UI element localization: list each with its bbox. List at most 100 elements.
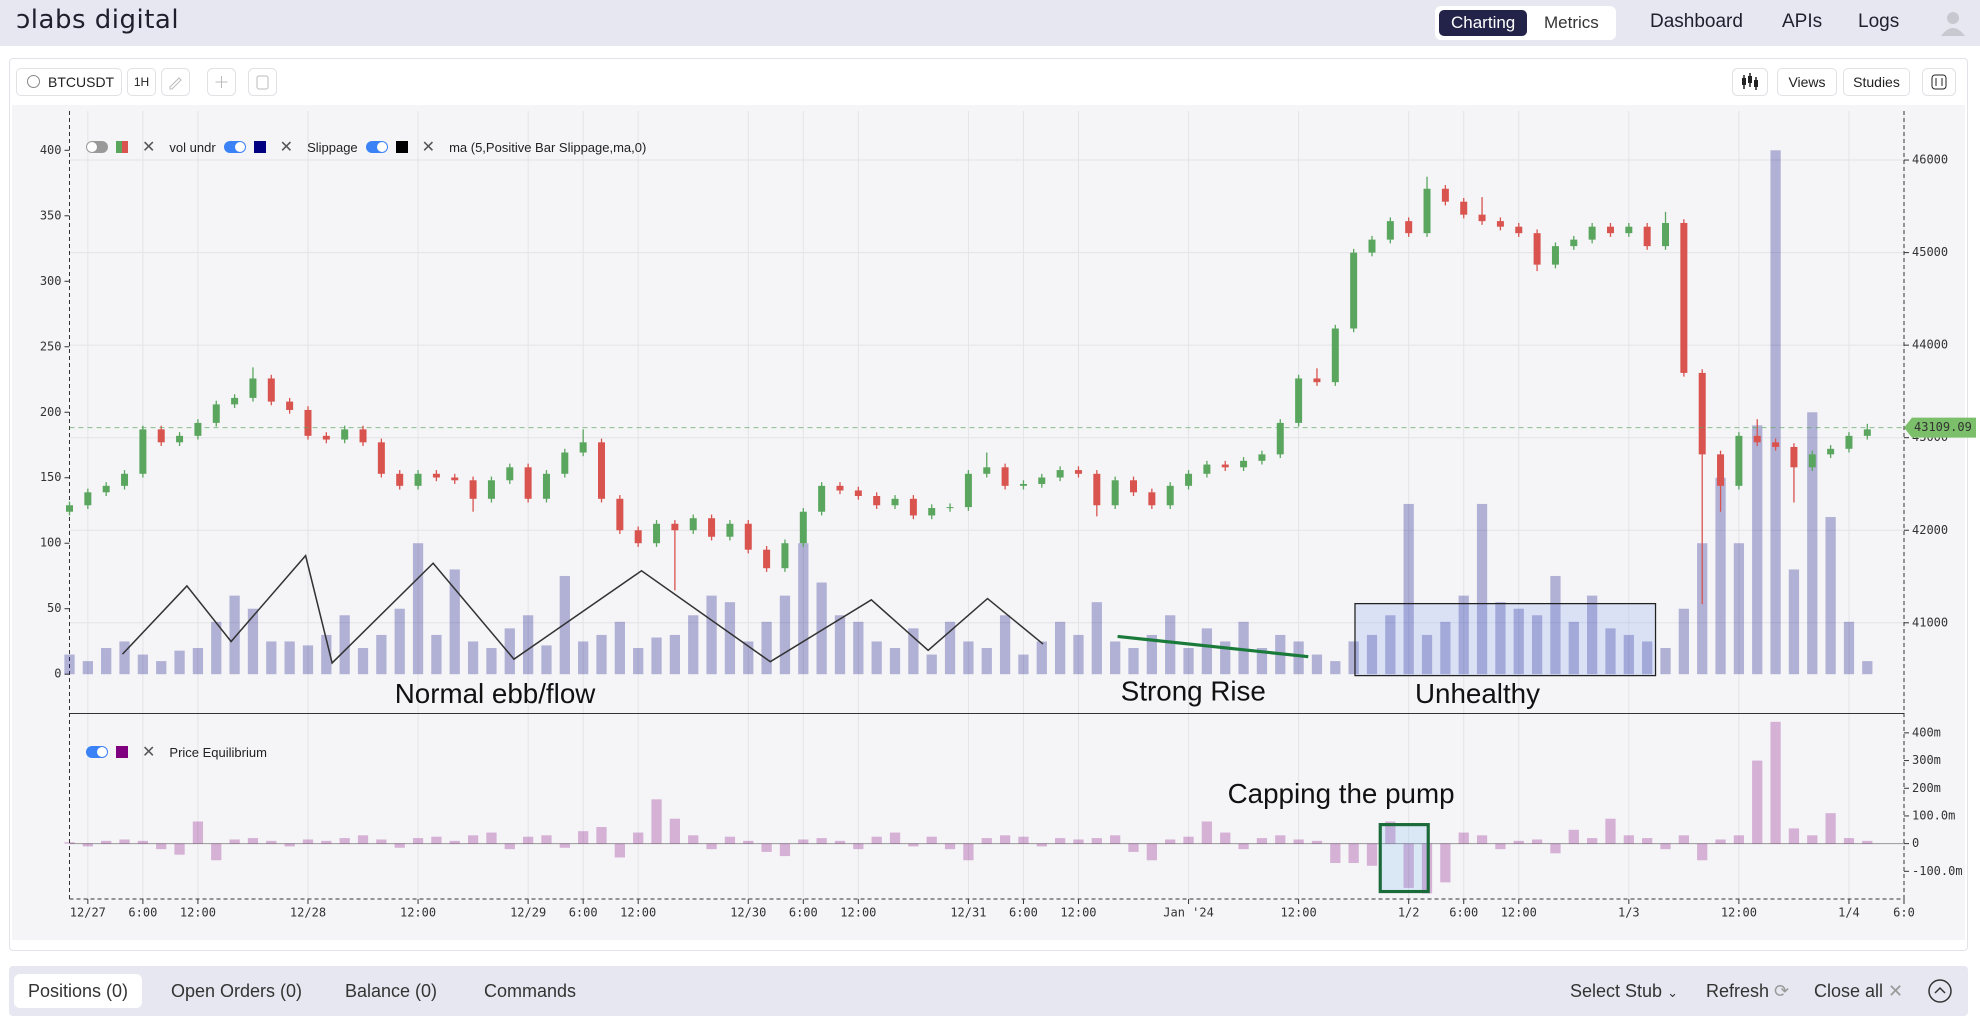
remove-icon[interactable]: ✕ [421,139,436,156]
clipboard-button[interactable] [248,68,277,96]
equilibrium-bar [798,839,809,844]
volume-bar [871,641,882,675]
nav-link[interactable]: Dashboard [1650,11,1743,32]
volume-bar [1550,575,1561,675]
equilibrium-bar [321,840,332,844]
candle-body [1680,222,1688,373]
remove-icon[interactable]: ✕ [279,139,294,156]
equilibrium-bar [412,838,424,844]
equilibrium-bar [963,843,974,861]
x-tick-label: 12:00 [1060,906,1096,920]
equilibrium-bar [1495,843,1506,850]
equilibrium-bar [522,836,534,844]
equilibrium-bar [578,831,589,844]
user-icon[interactable] [1938,8,1968,38]
volume-bar [1678,608,1689,675]
annotations: Normal ebb/flow Strong Rise Unhealthy Ca… [121,554,1657,894]
volume-bar [1531,615,1543,675]
candle-body [359,429,367,443]
close-all[interactable]: Close all ✕ [1814,981,1903,1002]
highlight-box [1378,823,1430,894]
candle-type-button[interactable] [1732,68,1768,96]
equilibrium-bar [541,835,552,844]
refresh[interactable]: Refresh ⟳ [1706,981,1789,1002]
lower-tick-label: 400m [1912,725,1941,739]
candle-body [1093,473,1101,506]
volume-bar [1752,425,1763,675]
volume-bar [981,648,992,675]
tab-charting[interactable]: Charting [1439,10,1528,36]
candle-body [671,523,679,531]
volume-bar [1220,641,1231,675]
volume-bar [853,621,864,675]
candle-body [1221,464,1229,468]
x-tick-label: 6:00 [569,906,598,920]
volume-bar [1421,634,1433,675]
candle-body [102,485,110,493]
studies-button[interactable]: Studies [1843,68,1910,96]
equilibrium-bar [174,843,185,855]
logo[interactable]: ↄlabs digital [16,5,180,35]
candle-body [1056,470,1064,478]
equilibrium-bar [1843,838,1855,844]
equilibrium-bar [1146,843,1157,861]
candle-body [506,467,514,481]
volume-bar [82,661,93,675]
equilibrium-bar [339,838,350,844]
toggle[interactable] [86,746,108,758]
equilibrium-bar [449,840,460,844]
candle-body [121,473,129,486]
search-icon [27,75,40,88]
x-tick-label: 6:00 [1449,906,1478,920]
candle-body [1827,448,1835,455]
settings-button[interactable] [1922,68,1956,96]
remove-icon[interactable]: ✕ [142,139,156,156]
candle-body [1185,473,1193,486]
collapse-button[interactable] [1927,978,1953,1004]
symbol-search[interactable]: BTCUSDT [16,68,122,96]
equilibrium-bar [1770,721,1781,844]
equilibrium-bar [816,838,827,844]
equilibrium-bar [467,835,479,844]
y-tick-label: 250 [40,339,62,353]
nav-link[interactable]: Logs [1858,11,1900,32]
volume-bar [1586,595,1598,675]
bottom-tab[interactable]: Balance (0) [345,981,438,1001]
annotation: Normal ebb/flow [395,678,597,709]
volume-bar [1623,634,1634,675]
volume-bar [321,634,332,675]
equilibrium-bar [376,839,387,844]
toggle[interactable] [365,141,388,153]
remove-icon[interactable]: ✕ [142,744,156,761]
select-stub[interactable]: Select Stub ⌄ [1570,981,1678,1002]
chart-background [12,105,1965,940]
toggle[interactable] [86,141,108,153]
x-tick-label: 12:00 [620,906,656,920]
lower-legend: ✕ Price Equilibrium [86,742,267,762]
volume-bar [706,595,717,675]
bottom-tab[interactable]: Open Orders (0) [171,981,303,1001]
candle-body [946,507,954,509]
refresh-icon: ⟳ [1774,981,1790,1001]
equilibrium-bar [1165,839,1176,844]
bottom-tab[interactable]: Commands [484,981,577,1001]
tab-metrics[interactable]: Metrics [1544,13,1599,32]
candle-body [928,508,936,516]
trend-line [1117,634,1309,659]
bottom-tab[interactable]: Positions (0) [14,974,143,1008]
views-button[interactable]: Views [1777,68,1837,96]
candle-body [249,378,257,398]
interval-button[interactable]: 1H [127,68,156,96]
legend-label: Slippage [307,139,358,155]
candle-body [377,442,385,474]
equilibrium-bar [779,843,791,857]
candle-body [267,378,275,402]
nav-link[interactable]: APIs [1782,11,1823,32]
volume-bar [247,608,259,675]
volume-bar [1091,602,1102,675]
equilibrium-bar [1054,838,1066,844]
toggle[interactable] [223,141,246,153]
equilibrium-bar [1807,835,1818,844]
candle-body [634,530,642,544]
